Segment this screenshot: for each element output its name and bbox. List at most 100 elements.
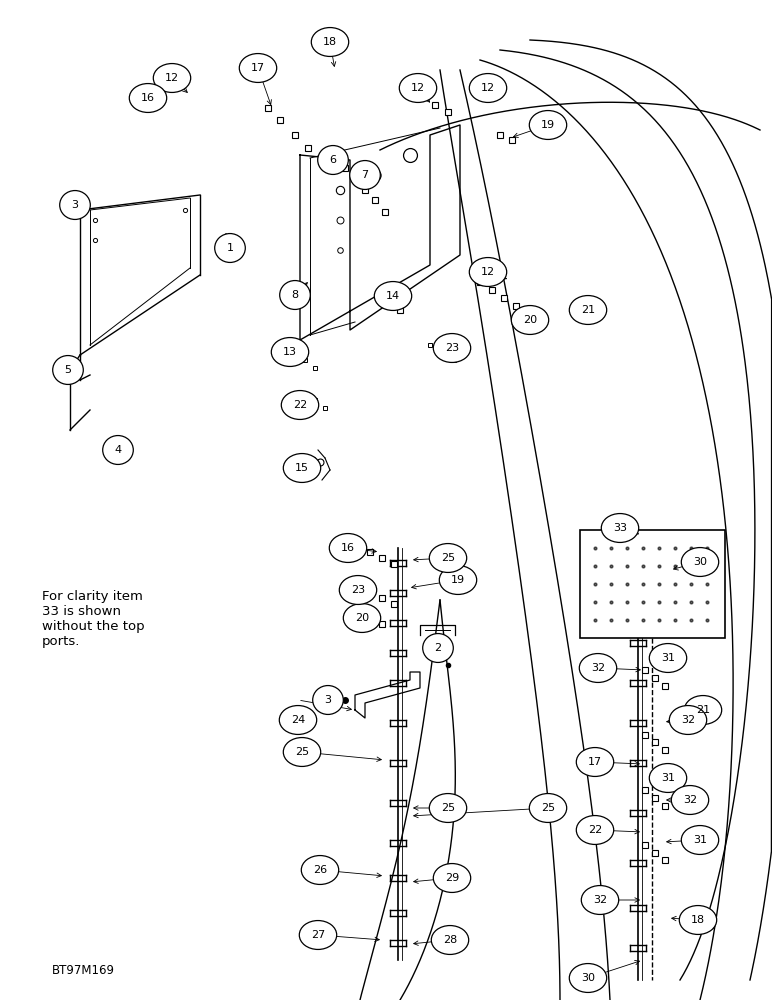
Text: 23: 23 bbox=[445, 343, 459, 353]
Ellipse shape bbox=[682, 548, 719, 576]
Ellipse shape bbox=[469, 74, 506, 102]
Text: 3: 3 bbox=[72, 200, 79, 210]
Ellipse shape bbox=[429, 544, 467, 572]
Text: 31: 31 bbox=[693, 835, 707, 845]
Text: 8: 8 bbox=[292, 290, 299, 300]
Text: 30: 30 bbox=[581, 973, 595, 983]
Ellipse shape bbox=[672, 786, 709, 814]
Text: 32: 32 bbox=[593, 895, 607, 905]
Text: 17: 17 bbox=[251, 63, 265, 73]
Ellipse shape bbox=[649, 764, 687, 792]
Ellipse shape bbox=[59, 191, 90, 219]
Text: BT97M169: BT97M169 bbox=[52, 964, 115, 976]
Ellipse shape bbox=[432, 926, 469, 954]
Ellipse shape bbox=[215, 234, 245, 262]
Text: 32: 32 bbox=[683, 795, 697, 805]
Text: 26: 26 bbox=[313, 865, 327, 875]
Text: 5: 5 bbox=[65, 365, 72, 375]
Text: 25: 25 bbox=[441, 553, 455, 563]
Text: 22: 22 bbox=[293, 400, 307, 410]
Ellipse shape bbox=[300, 921, 337, 949]
Ellipse shape bbox=[423, 634, 453, 662]
Text: 31: 31 bbox=[661, 773, 675, 783]
Ellipse shape bbox=[581, 886, 618, 914]
Text: 17: 17 bbox=[588, 757, 602, 767]
Ellipse shape bbox=[52, 356, 83, 384]
Text: 28: 28 bbox=[443, 935, 457, 945]
Text: 25: 25 bbox=[541, 803, 555, 813]
Text: 32: 32 bbox=[591, 663, 605, 673]
Ellipse shape bbox=[530, 111, 567, 139]
Text: 25: 25 bbox=[295, 747, 309, 757]
Ellipse shape bbox=[577, 748, 614, 776]
Text: 18: 18 bbox=[691, 915, 705, 925]
Text: 12: 12 bbox=[411, 83, 425, 93]
Ellipse shape bbox=[374, 282, 411, 310]
Ellipse shape bbox=[301, 856, 339, 884]
Text: 16: 16 bbox=[141, 93, 155, 103]
Ellipse shape bbox=[439, 566, 476, 594]
Ellipse shape bbox=[154, 64, 191, 92]
Ellipse shape bbox=[601, 514, 638, 542]
Ellipse shape bbox=[350, 161, 381, 189]
Ellipse shape bbox=[569, 296, 607, 324]
Ellipse shape bbox=[684, 696, 722, 724]
Text: 12: 12 bbox=[481, 267, 495, 277]
Ellipse shape bbox=[281, 391, 319, 419]
Text: 20: 20 bbox=[523, 315, 537, 325]
Text: 4: 4 bbox=[114, 445, 121, 455]
Ellipse shape bbox=[579, 654, 617, 682]
Text: 30: 30 bbox=[693, 557, 707, 567]
Text: 31: 31 bbox=[661, 653, 675, 663]
Ellipse shape bbox=[279, 706, 317, 734]
Text: 14: 14 bbox=[386, 291, 400, 301]
Text: 1: 1 bbox=[226, 243, 233, 253]
Text: 33: 33 bbox=[613, 523, 627, 533]
Ellipse shape bbox=[569, 964, 607, 992]
Ellipse shape bbox=[669, 706, 706, 734]
Text: 12: 12 bbox=[481, 83, 495, 93]
Ellipse shape bbox=[469, 258, 506, 286]
Text: 21: 21 bbox=[696, 705, 710, 715]
Ellipse shape bbox=[239, 54, 276, 82]
Text: 25: 25 bbox=[441, 803, 455, 813]
Ellipse shape bbox=[313, 686, 344, 714]
Text: 29: 29 bbox=[445, 873, 459, 883]
Text: 19: 19 bbox=[451, 575, 465, 585]
Text: 3: 3 bbox=[324, 695, 331, 705]
Ellipse shape bbox=[649, 644, 687, 672]
Text: 24: 24 bbox=[291, 715, 305, 725]
Ellipse shape bbox=[330, 534, 367, 562]
Ellipse shape bbox=[433, 864, 471, 892]
Ellipse shape bbox=[129, 84, 167, 112]
Ellipse shape bbox=[311, 28, 349, 56]
Text: 15: 15 bbox=[295, 463, 309, 473]
Ellipse shape bbox=[433, 334, 471, 362]
Ellipse shape bbox=[318, 146, 348, 174]
Text: For clarity item
33 is shown
without the top
ports.: For clarity item 33 is shown without the… bbox=[42, 590, 144, 648]
Ellipse shape bbox=[429, 794, 467, 822]
Text: 16: 16 bbox=[341, 543, 355, 553]
Ellipse shape bbox=[103, 436, 134, 464]
Ellipse shape bbox=[577, 816, 614, 844]
Ellipse shape bbox=[340, 576, 377, 604]
Text: 18: 18 bbox=[323, 37, 337, 47]
Text: 21: 21 bbox=[581, 305, 595, 315]
Text: 23: 23 bbox=[351, 585, 365, 595]
Text: 12: 12 bbox=[165, 73, 179, 83]
Ellipse shape bbox=[279, 281, 310, 309]
Ellipse shape bbox=[530, 794, 567, 822]
Text: 13: 13 bbox=[283, 347, 297, 357]
Ellipse shape bbox=[283, 738, 320, 766]
Ellipse shape bbox=[399, 74, 437, 102]
Text: 7: 7 bbox=[361, 170, 368, 180]
Text: 19: 19 bbox=[541, 120, 555, 130]
Bar bbox=[580, 530, 725, 638]
Ellipse shape bbox=[511, 306, 549, 334]
Ellipse shape bbox=[344, 604, 381, 632]
Ellipse shape bbox=[679, 906, 716, 934]
Text: 22: 22 bbox=[587, 825, 602, 835]
Ellipse shape bbox=[682, 826, 719, 854]
Text: 2: 2 bbox=[435, 643, 442, 653]
Text: 32: 32 bbox=[681, 715, 695, 725]
